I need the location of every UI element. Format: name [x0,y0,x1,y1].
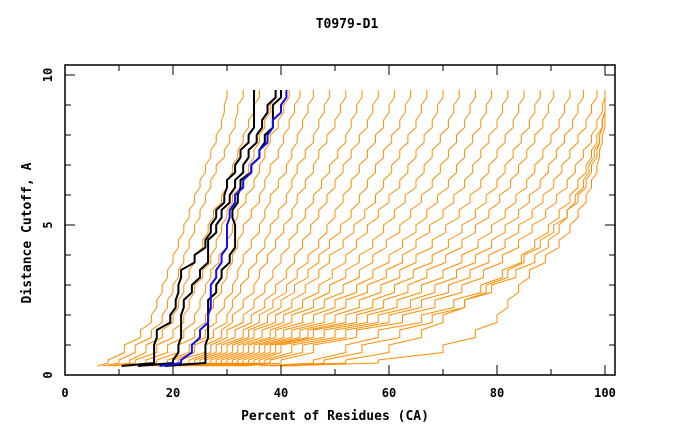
tick-layer: 0 20 40 60 80 100 0 5 10 [41,65,616,400]
series-line-model-20 [210,90,525,367]
series-line-model-12 [167,90,395,367]
series-line-model-21 [216,90,541,367]
series-line-black-3 [164,90,282,367]
series-line-model-18 [199,90,493,367]
series-line-model-14 [178,90,428,367]
series-line-model-03 [108,90,260,367]
series-line-model-23 [226,90,571,367]
series-line-model-04 [113,90,277,367]
series-line-model-26 [243,90,606,367]
series-line-model-29 [280,90,606,367]
y-tick-label: 0 [41,371,55,378]
series-line-model-09 [151,90,347,367]
series-line-model-17 [194,90,476,367]
series-line-model-22 [221,90,555,367]
series-line-model-05 [124,90,290,367]
series-line-model-15 [183,90,444,367]
series-line-blue-1 [159,90,288,367]
series-line-model-27 [259,90,606,367]
series-line-model-02 [102,90,244,367]
series-line-model-25 [237,90,598,367]
x-tick-label: 100 [594,386,616,400]
y-tick-label: 5 [41,221,55,228]
plot-frame [64,64,616,376]
x-tick-label: 40 [274,386,288,400]
series-line-model-11 [162,90,379,367]
series-line-model-19 [205,90,509,367]
series-line-model-06 [129,90,301,367]
series-layer [97,90,606,367]
series-line-model-01 [97,90,228,367]
series-line-black-2 [137,90,277,367]
x-tick-label: 0 [61,386,68,400]
series-line-model-10 [156,90,363,367]
series-line-black-1 [121,90,255,367]
x-axis-label: Percent of Residues (CA) [241,409,429,424]
y-tick-label: 10 [41,68,55,82]
chart-title: T0979-D1 [316,17,379,32]
series-line-model-24 [232,90,584,367]
series-line-model-30 [291,90,606,367]
x-tick-label: 20 [166,386,180,400]
series-line-model-08 [145,90,331,367]
x-tick-label: 80 [490,386,504,400]
series-line-model-13 [172,90,412,367]
y-axis-label: Distance Cutoff, A [20,162,35,303]
series-line-model-16 [189,90,460,367]
x-tick-label: 60 [382,386,396,400]
